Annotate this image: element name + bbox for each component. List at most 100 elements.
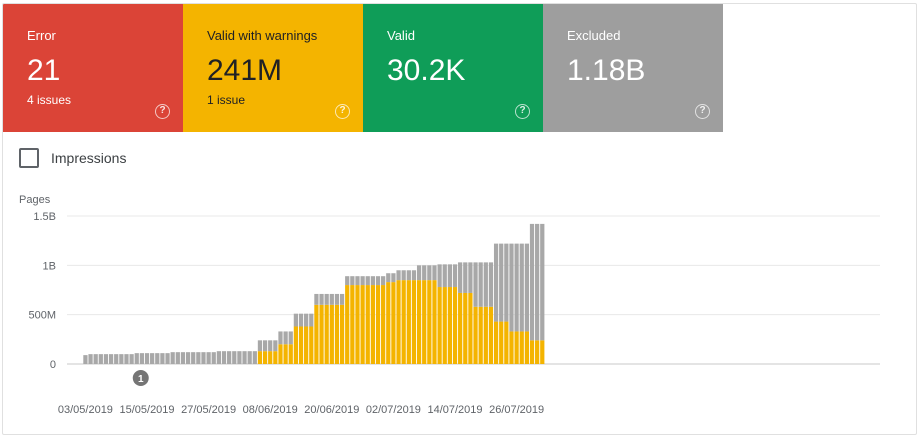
- bar-valid-with-warnings: [262, 351, 268, 364]
- bar-excluded: [103, 354, 109, 364]
- bar-excluded: [211, 352, 216, 364]
- bar-valid-with-warnings: [345, 285, 350, 364]
- bar-excluded: [365, 276, 370, 286]
- bar-valid-with-warnings: [386, 282, 391, 364]
- bar-valid-with-warnings: [483, 306, 488, 364]
- x-tick-label: 15/05/2019: [119, 404, 174, 416]
- bar-valid-with-warnings: [370, 285, 375, 364]
- bar-excluded: [314, 293, 319, 305]
- bar-excluded: [93, 354, 98, 364]
- bar-valid-with-warnings: [406, 280, 411, 364]
- tile-valid-with-warnings[interactable]: Valid with warnings 241M 1 issue ?: [183, 4, 363, 132]
- bar-valid-with-warnings: [473, 306, 478, 364]
- bar-excluded: [201, 352, 206, 364]
- tile-error-value: 21: [27, 54, 61, 87]
- bar-excluded: [134, 353, 139, 364]
- bar-excluded: [432, 265, 437, 281]
- impressions-checkbox[interactable]: [19, 148, 39, 168]
- bar-excluded: [273, 340, 278, 352]
- help-icon[interactable]: ?: [335, 104, 350, 119]
- bar-valid-with-warnings: [278, 344, 283, 364]
- bar-excluded: [144, 353, 150, 364]
- bar-valid-with-warnings: [442, 287, 447, 364]
- bar-valid-with-warnings: [334, 304, 340, 364]
- tile-valid-label: Valid: [387, 28, 415, 43]
- status-tiles: Error 21 4 issues ? Valid with warnings …: [3, 4, 723, 132]
- bar-excluded: [304, 313, 309, 327]
- bar-valid-with-warnings: [360, 285, 365, 364]
- tile-excluded-value: 1.18B: [567, 54, 646, 87]
- bar-excluded: [452, 264, 458, 288]
- bar-valid-with-warnings: [529, 340, 535, 364]
- y-tick-label: 1B: [43, 260, 56, 272]
- bar-valid-with-warnings: [422, 280, 427, 364]
- bar-valid-with-warnings: [468, 292, 473, 364]
- help-icon[interactable]: ?: [155, 104, 170, 119]
- bar-excluded: [370, 276, 375, 286]
- tile-excluded[interactable]: Excluded 1.18B ?: [543, 4, 723, 132]
- bar-excluded: [386, 273, 391, 283]
- bar-excluded: [150, 353, 155, 364]
- help-icon[interactable]: ?: [515, 104, 530, 119]
- bar-valid-with-warnings: [355, 285, 360, 364]
- bar-excluded: [535, 223, 540, 341]
- bar-excluded: [283, 331, 288, 345]
- bar-excluded: [540, 223, 545, 341]
- bar-excluded: [262, 340, 268, 352]
- bar-excluded: [447, 264, 452, 288]
- bar-valid-with-warnings: [463, 292, 468, 364]
- bar-valid-with-warnings: [329, 304, 334, 364]
- bar-valid-with-warnings: [488, 306, 494, 364]
- bar-excluded: [191, 352, 196, 364]
- bar-excluded: [129, 354, 134, 364]
- tile-error-label: Error: [27, 28, 56, 43]
- x-tick-label: 20/06/2019: [304, 404, 359, 416]
- tile-valid[interactable]: Valid 30.2K ?: [363, 4, 543, 132]
- bar-valid-with-warnings: [257, 351, 263, 364]
- bar-excluded: [288, 331, 293, 345]
- bar-excluded: [175, 352, 180, 364]
- bar-valid-with-warnings: [427, 280, 432, 364]
- bar-excluded: [278, 331, 283, 345]
- bar-excluded: [422, 265, 427, 281]
- coverage-chart: Pages 0 500M 1B 1.5B 03/05/2019 15/05/2019 27/0…: [19, 194, 880, 416]
- bar-excluded: [345, 276, 350, 286]
- bar-valid-with-warnings: [509, 331, 514, 364]
- bar-excluded: [221, 351, 227, 364]
- bar-excluded: [473, 262, 478, 307]
- bar-excluded: [463, 262, 468, 293]
- bar-valid-with-warnings: [381, 285, 386, 364]
- bar-excluded: [165, 353, 170, 364]
- bar-excluded: [499, 243, 504, 322]
- bar-excluded: [478, 262, 483, 307]
- bar-excluded: [227, 351, 232, 364]
- bar-excluded: [411, 270, 417, 281]
- bar-excluded: [98, 354, 103, 364]
- bar-excluded: [381, 276, 386, 286]
- bar-excluded: [375, 276, 381, 286]
- bar-excluded: [396, 270, 401, 281]
- bar-excluded: [170, 352, 175, 364]
- y-tick-label: 500M: [28, 310, 56, 322]
- bar-excluded: [83, 355, 88, 364]
- bar-excluded: [160, 353, 165, 364]
- bar-excluded: [350, 276, 355, 286]
- bar-excluded: [416, 265, 422, 281]
- bar-valid-with-warnings: [268, 351, 273, 364]
- tile-excluded-label: Excluded: [567, 28, 621, 43]
- bar-valid-with-warnings: [365, 285, 370, 364]
- tile-error[interactable]: Error 21 4 issues ?: [3, 4, 183, 132]
- bar-valid-with-warnings: [273, 351, 278, 364]
- bar-excluded: [427, 265, 432, 281]
- bar-valid-with-warnings: [314, 304, 319, 364]
- bar-excluded: [493, 243, 499, 322]
- bar-valid-with-warnings: [283, 344, 288, 364]
- impressions-toggle[interactable]: Impressions: [19, 148, 126, 168]
- bar-excluded: [360, 276, 365, 286]
- tile-warnings-value: 241M: [207, 54, 283, 87]
- tile-error-sub: 4 issues: [27, 93, 72, 107]
- x-tick-label: 02/07/2019: [366, 404, 421, 416]
- bar-excluded: [519, 243, 524, 332]
- help-icon[interactable]: ?: [695, 104, 710, 119]
- bar-valid-with-warnings: [540, 340, 545, 364]
